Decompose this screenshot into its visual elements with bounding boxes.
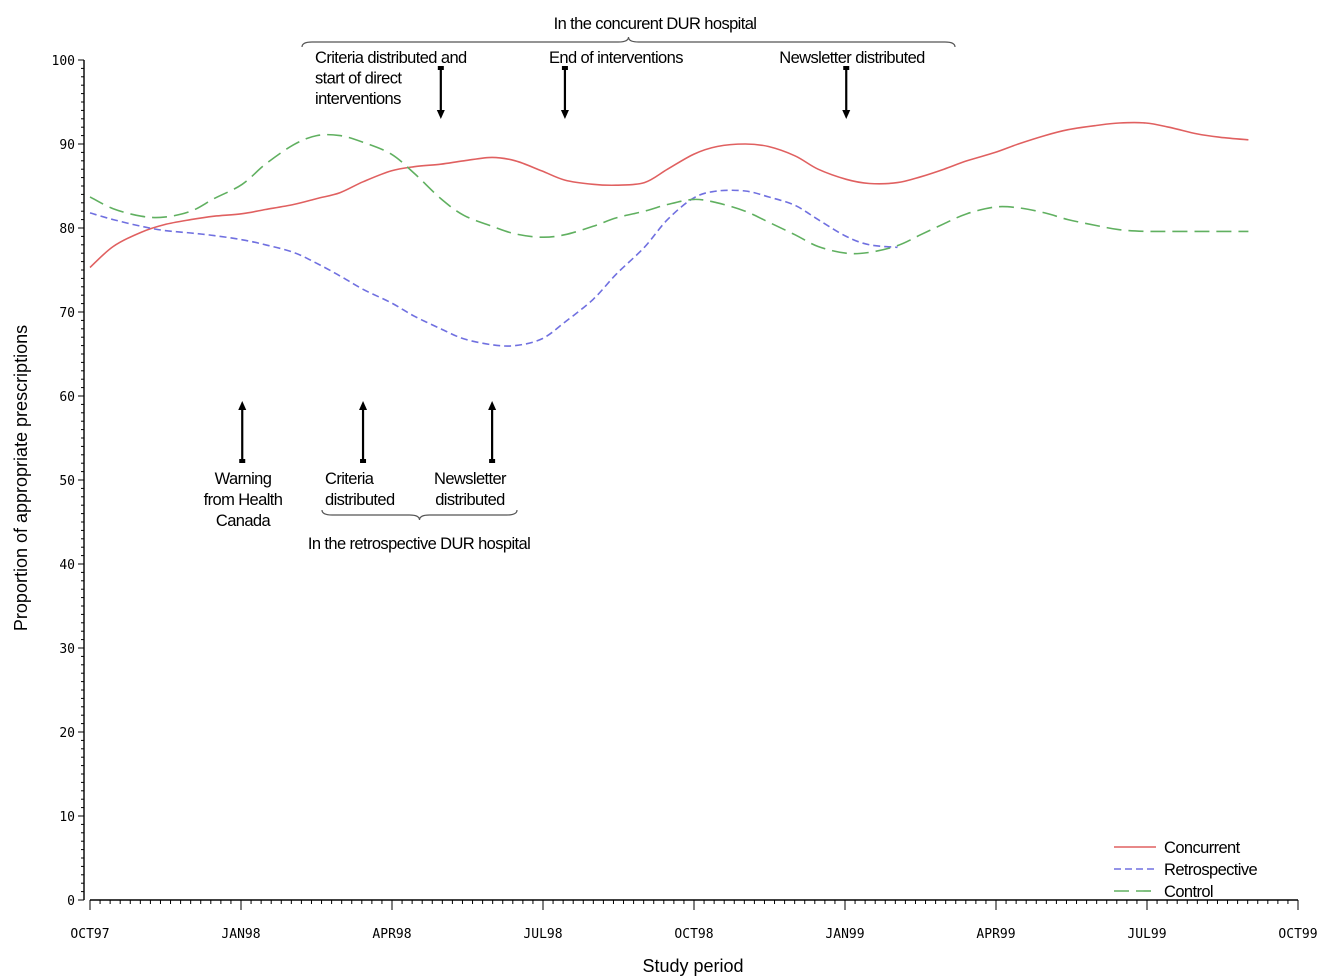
- y-tick-label: 0: [67, 894, 75, 909]
- y-tick-label: 20: [59, 726, 75, 741]
- arrow-tail: [843, 66, 850, 70]
- retrospective-group-label: In the retrospective DUR hospital: [308, 535, 530, 553]
- arrow-head: [238, 401, 247, 410]
- arrow-tail: [561, 66, 568, 70]
- x-tick-label: JAN98: [221, 927, 260, 942]
- x-tick-label: JUL98: [523, 927, 562, 942]
- concurrent-brace: [301, 36, 956, 48]
- concurrent-event-label: Criteria distributed and start of direct i…: [315, 49, 467, 108]
- y-tick-label: 60: [59, 390, 75, 405]
- legend-label-control: Control: [1164, 883, 1213, 901]
- arrow-head: [488, 401, 497, 410]
- retrospective-event-label: Newsletter distributed: [434, 470, 507, 509]
- arrow-head: [842, 110, 851, 119]
- y-tick-label: 40: [59, 558, 75, 573]
- y-tick-label: 10: [59, 810, 75, 825]
- x-tick-label: JUL99: [1127, 927, 1166, 942]
- y-tick-label: 70: [59, 306, 75, 321]
- x-tick-label: OCT99: [1278, 927, 1317, 942]
- retrospective-event-label: Criteria distributed: [325, 470, 395, 509]
- concurrent-event-label: End of interventions: [549, 49, 683, 67]
- arrow-head: [436, 110, 445, 119]
- arrow-tail: [239, 459, 246, 463]
- y-tick-label: 100: [52, 54, 75, 69]
- retrospective-event-label: Warning from Health Canada: [204, 470, 283, 530]
- x-tick-label: OCT97: [70, 927, 109, 942]
- arrow-tail: [437, 66, 444, 70]
- concurrent-event-label: Newsletter distributed: [779, 49, 925, 67]
- series-line-control: [89, 133, 1249, 255]
- series-line-retrospective: [89, 189, 898, 347]
- x-axis-label: Study period: [642, 956, 743, 976]
- arrow-tail: [489, 459, 496, 463]
- y-tick-label: 90: [59, 138, 75, 153]
- x-tick-label: APR99: [976, 927, 1015, 942]
- legend-label-retrospective: Retrospective: [1164, 861, 1258, 879]
- arrow-head: [560, 110, 569, 119]
- x-tick-label: APR98: [372, 927, 411, 942]
- retrospective-brace: [321, 509, 518, 521]
- series-line-concurrent: [89, 121, 1249, 269]
- legend-label-concurrent: Concurrent: [1164, 839, 1241, 857]
- y-axis-label: Proportion of appropriate prescriptions: [11, 325, 31, 631]
- arrow-head: [359, 401, 368, 410]
- arrow-tail: [360, 459, 367, 463]
- y-tick-label: 30: [59, 642, 75, 657]
- x-tick-label: JAN99: [825, 927, 864, 942]
- y-tick-label: 80: [59, 222, 75, 237]
- concurrent-group-label: In the concurent DUR hospital: [554, 15, 757, 33]
- x-tick-label: OCT98: [674, 927, 713, 942]
- y-tick-label: 50: [59, 474, 75, 489]
